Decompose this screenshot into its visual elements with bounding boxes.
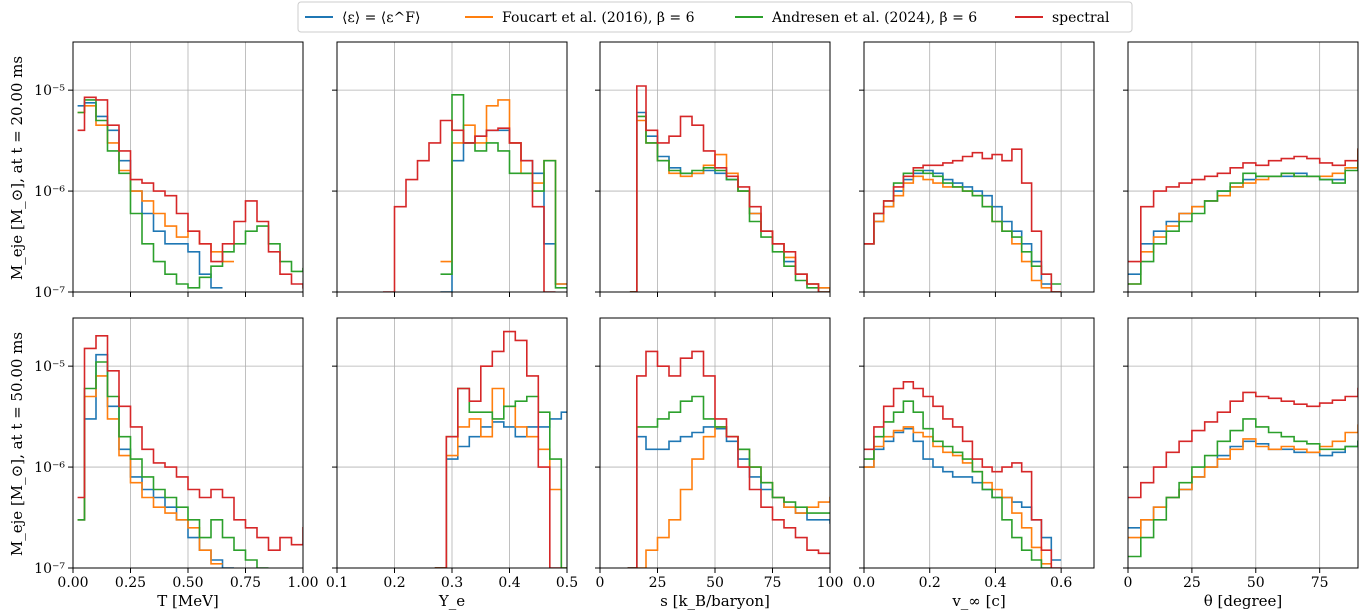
- series-0-step-line: [864, 427, 1062, 561]
- x-axis-label: θ [degree]: [1204, 592, 1283, 610]
- series-3-step-line: [1128, 148, 1358, 263]
- panel-0-1: [332, 41, 568, 297]
- legend-label-foucart: Foucart et al. (2016), β = 6: [502, 10, 695, 26]
- panels-group: 10⁻⁵10⁻⁶10⁻⁷10⁻⁵10⁻⁶10⁻⁷0.00 0.25 0.50 0.75…: [34, 41, 1359, 610]
- series-2-step-line: [1128, 418, 1358, 558]
- series-2-step-line: [77, 361, 269, 568]
- x-tick-label: 25: [649, 575, 667, 591]
- panel-1-1: 0.1 0.2 0.3 0.4 0.5 Y_e: [326, 317, 578, 610]
- series-3-step-line: [383, 119, 556, 292]
- series-2-step-line: [434, 387, 567, 568]
- y-tick-label: 10⁻⁶: [34, 184, 65, 200]
- panel-0-0: 10⁻⁵ 10⁻⁶ 10⁻⁷: [34, 41, 304, 301]
- x-tick-label: 0.0: [853, 575, 875, 591]
- series-1-step-line: [77, 375, 223, 565]
- x-tick-label: 0.2: [919, 575, 941, 591]
- x-tick-label: 0.5: [556, 575, 578, 591]
- axes-frame: [863, 41, 1095, 293]
- series-1-step-line: [864, 426, 1052, 565]
- x-axis-label: Y_e: [438, 592, 465, 610]
- x-tick-label: 50: [1247, 575, 1265, 591]
- series-0-step-line: [629, 111, 830, 292]
- series-3-step-line: [434, 330, 562, 568]
- x-tick-label: 1.00: [287, 575, 318, 591]
- series-3-step-line: [864, 148, 1062, 292]
- x-tick-label: 0.1: [326, 575, 348, 591]
- panel-0-3: [859, 41, 1095, 297]
- series-0-step-line: [77, 102, 223, 289]
- series-3-step-line: [627, 350, 830, 568]
- series-0-step-line: [864, 169, 1062, 292]
- legend: ⟨ε⟩ = ⟨ε^F⟩ Foucart et al. (2016), β = 6…: [297, 1, 1133, 33]
- x-tick-label: 0.00: [57, 575, 88, 591]
- x-axis-label: T [MeV]: [157, 592, 219, 610]
- series-1-step-line: [629, 119, 830, 292]
- series-3-step-line: [77, 335, 303, 551]
- x-tick-label: 75: [1311, 575, 1329, 591]
- y-tick-label: 10⁻⁷: [34, 561, 65, 577]
- series-3-step-line: [629, 85, 830, 292]
- series-2-step-line: [864, 169, 1062, 285]
- x-tick-label: 0: [1124, 575, 1133, 591]
- series-3-step-line: [864, 381, 1062, 568]
- legend-frame: [297, 1, 1133, 33]
- legend-label-andresen: Andresen et al. (2024), β = 6: [771, 10, 977, 26]
- series-2-step-line: [629, 115, 830, 292]
- x-tick-label: 0.4: [498, 575, 520, 591]
- axes-frame: [1127, 41, 1359, 293]
- x-tick-label: 0.50: [172, 575, 203, 591]
- x-tick-label: 0.6: [1050, 575, 1072, 591]
- row-label-top: M_eje [M_⊙], at t = 20.00 ms: [8, 56, 26, 280]
- panel-1-3: 0.0 0.2 0.4 0.6 v_∞ [c]: [853, 317, 1095, 610]
- legend-label-equal-energy: ⟨ε⟩ = ⟨ε^F⟩: [342, 10, 420, 26]
- series-2-step-line: [864, 400, 1052, 568]
- axes-frame: [1127, 317, 1359, 569]
- x-tick-label: 0.3: [441, 575, 463, 591]
- x-tick-label: 25: [1183, 575, 1201, 591]
- legend-label-spectral: spectral: [1052, 10, 1110, 26]
- series-0-step-line: [1128, 440, 1358, 529]
- x-tick-label: 0.25: [115, 575, 146, 591]
- y-tick-label: 10⁻⁵: [34, 83, 65, 99]
- axes-frame: [863, 317, 1095, 569]
- panel-1-2: 0 25 50 75 100 s [k_B/baryon]: [595, 317, 844, 610]
- x-tick-label: 100: [817, 575, 844, 591]
- series-0-step-line: [627, 426, 830, 568]
- series-0-step-line: [440, 129, 567, 292]
- x-tick-label: 50: [706, 575, 724, 591]
- x-tick-label: 0: [596, 575, 605, 591]
- x-axis-label: v_∞ [c]: [951, 592, 1005, 610]
- panel-0-4: [1123, 41, 1359, 297]
- x-tick-label: 75: [764, 575, 782, 591]
- series-1-step-line: [1128, 150, 1358, 285]
- series-2-step-line: [627, 395, 830, 568]
- series-2-step-line: [440, 94, 567, 289]
- y-tick-label: 10⁻⁵: [34, 359, 65, 375]
- panel-0-2: [595, 41, 831, 297]
- y-tick-label: 10⁻⁷: [34, 285, 65, 301]
- x-axis-label: s [k_B/baryon]: [660, 592, 770, 610]
- x-tick-label: 0.2: [383, 575, 405, 591]
- series-2-step-line: [1128, 148, 1358, 285]
- series-2-step-line: [77, 99, 303, 289]
- x-tick-label: 0.75: [230, 575, 261, 591]
- x-tick-label: 0.4: [984, 575, 1006, 591]
- series-1-step-line: [77, 105, 234, 263]
- series-3-step-line: [1128, 387, 1358, 499]
- row-label-bottom: M_eje [M_⊙], at t = 50.00 ms: [8, 332, 26, 556]
- series-3-step-line: [77, 96, 303, 289]
- y-tick-label: 10⁻⁶: [34, 460, 65, 476]
- panel-1-4: 0 25 50 75 θ [degree]: [1123, 317, 1359, 610]
- panel-1-0: 10⁻⁵ 10⁻⁶ 10⁻⁷0.00 0.25 0.50 0.75 1.00 T [MeV]: [34, 317, 319, 610]
